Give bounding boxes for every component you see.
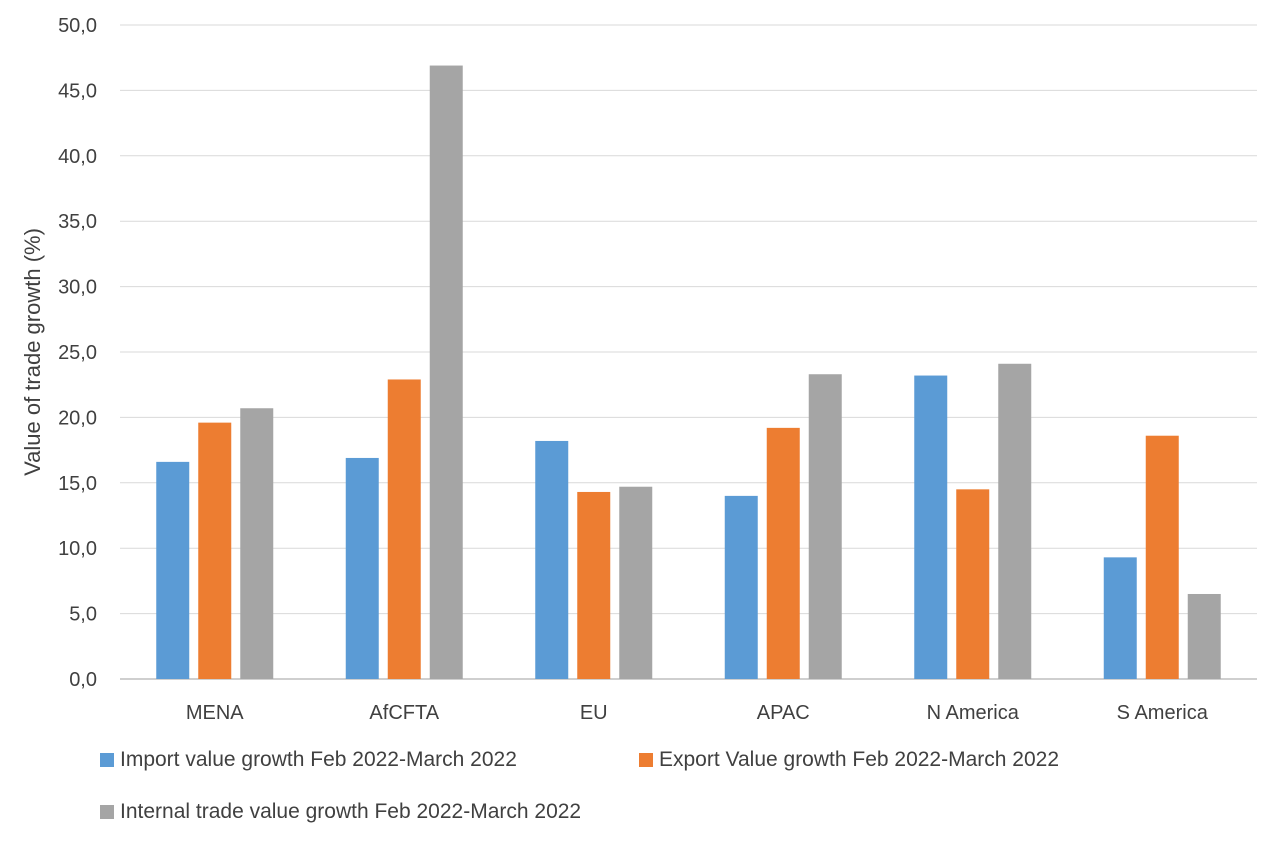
bar-mena-series-0 [156, 461, 190, 679]
y-tick-label: 30,0 [58, 277, 97, 299]
y-tick-label: 25,0 [58, 342, 97, 364]
bar-mena-series-2 [240, 408, 274, 679]
bar-s-america-series-1 [1145, 435, 1179, 679]
legend-item-import: Import value growth Feb 2022-March 2022 [100, 748, 517, 772]
bar-n-america-series-1 [956, 489, 990, 679]
gridlines [120, 24, 1257, 680]
x-tick-label: MENA [186, 702, 244, 724]
y-tick-label: 35,0 [58, 211, 97, 233]
bar-apac-series-0 [724, 495, 758, 679]
y-tick-label: 5,0 [69, 604, 97, 626]
legend-item-internal: Internal trade value growth Feb 2022-Mar… [100, 800, 581, 824]
bar-eu-series-0 [535, 440, 569, 679]
bar-s-america-series-0 [1103, 557, 1137, 679]
bar-afcfta-series-2 [429, 65, 463, 680]
legend-swatch-export [639, 753, 653, 767]
bar-afcfta-series-0 [345, 457, 379, 679]
x-axis-ticks: MENA AfCFTA EU APAC N America S America [186, 702, 1209, 724]
bar-apac-series-1 [766, 427, 800, 679]
legend-label-internal: Internal trade value growth Feb 2022-Mar… [120, 800, 582, 823]
x-tick-label: EU [580, 702, 608, 724]
y-tick-label: 10,0 [58, 538, 97, 560]
y-tick-label: 40,0 [58, 146, 97, 168]
bar-s-america-series-2 [1187, 593, 1221, 679]
legend-swatch-internal [100, 805, 114, 819]
y-tick-label: 20,0 [58, 407, 97, 429]
x-tick-label: AfCFTA [369, 702, 439, 724]
bar-mena-series-1 [198, 422, 232, 679]
bar-apac-series-2 [808, 374, 842, 679]
legend-label-export: Export Value growth Feb 2022-March 2022 [659, 748, 1060, 771]
y-tick-label: 15,0 [58, 473, 97, 495]
bar-chart: 0,0 5,0 10,0 15,0 20,0 25,0 30,0 35,0 40,0 45,0 50… [20, 15, 1257, 724]
y-axis-ticks: 0,0 5,0 10,0 15,0 20,0 25,0 30,0 35,0 40,0 45,0 50… [58, 15, 97, 691]
x-tick-label: N America [927, 702, 1020, 724]
bar-n-america-series-2 [998, 363, 1032, 679]
y-axis-title: Value of trade growth (%) [20, 228, 45, 476]
bar-n-america-series-0 [914, 375, 948, 679]
x-tick-label: APAC [757, 702, 810, 724]
bars [156, 65, 1221, 680]
bar-eu-series-1 [577, 491, 611, 679]
y-tick-label: 50,0 [58, 15, 97, 37]
legend-label-import: Import value growth Feb 2022-March 2022 [120, 748, 517, 771]
y-tick-label: 45,0 [58, 80, 97, 102]
legend-swatch-import [100, 753, 114, 767]
bar-afcfta-series-1 [387, 379, 421, 679]
x-tick-label: S America [1117, 702, 1209, 724]
legend-item-export: Export Value growth Feb 2022-March 2022 [639, 748, 1059, 772]
bar-eu-series-2 [619, 486, 653, 679]
y-tick-label: 0,0 [69, 669, 97, 691]
